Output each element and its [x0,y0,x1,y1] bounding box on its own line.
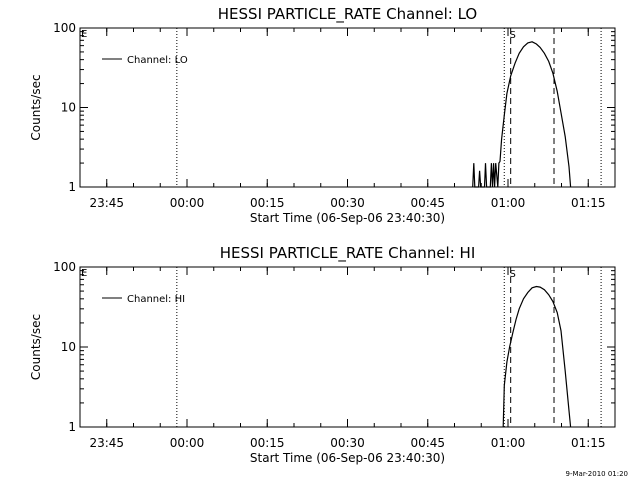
y-tick-label: 10 [61,340,76,354]
annotation-label: S [509,269,515,280]
y-axis-label: Counts/sec [29,314,43,380]
y-tick-label: 100 [53,260,76,274]
x-tick-label: 01:15 [571,436,606,450]
x-tick-label: 01:00 [491,436,526,450]
x-tick-label: 01:15 [571,196,606,210]
x-tick-label: 00:00 [170,436,205,450]
y-axis-label: Counts/sec [29,74,43,140]
corner-marker: E [81,29,87,40]
y-tick-label: 1 [68,180,76,194]
series-line [472,41,572,188]
plot-frame [79,27,616,188]
y-tick-label: 100 [53,21,76,35]
x-tick-label: 00:30 [330,196,365,210]
x-tick-label: 00:45 [410,196,445,210]
chart-title: HESSI PARTICLE_RATE Channel: HI [220,244,476,263]
panel-lo: HESSI PARTICLE_RATE Channel: LO Counts/se… [29,5,616,225]
x-tick-label: 01:00 [491,196,526,210]
x-tick-label: 00:00 [170,196,205,210]
x-tick-label: 23:45 [89,196,124,210]
x-tick-label: 00:30 [330,436,365,450]
legend-label: Channel: HI [127,294,185,305]
x-tick-label: 00:15 [250,196,285,210]
x-tick-label: 00:15 [250,436,285,450]
legend-label: Channel: LO [127,55,188,66]
x-tick-label: 23:45 [89,436,124,450]
panel-hi: HESSI PARTICLE_RATE Channel: HI Counts/se… [29,244,616,465]
y-tick-label: 10 [61,101,76,115]
annotation-label: S [509,30,515,41]
corner-marker: E [81,268,87,279]
x-axis-label: Start Time (06-Sep-06 23:40:30) [250,211,445,225]
plot-frame [79,266,616,428]
series-line [502,285,572,428]
chart-title: HESSI PARTICLE_RATE Channel: LO [218,5,477,24]
x-axis-label: Start Time (06-Sep-06 23:40:30) [250,451,445,465]
footer-timestamp: 9-Mar-2010 01:20 [566,470,628,478]
x-tick-label: 00:45 [410,436,445,450]
y-tick-label: 1 [68,420,76,434]
